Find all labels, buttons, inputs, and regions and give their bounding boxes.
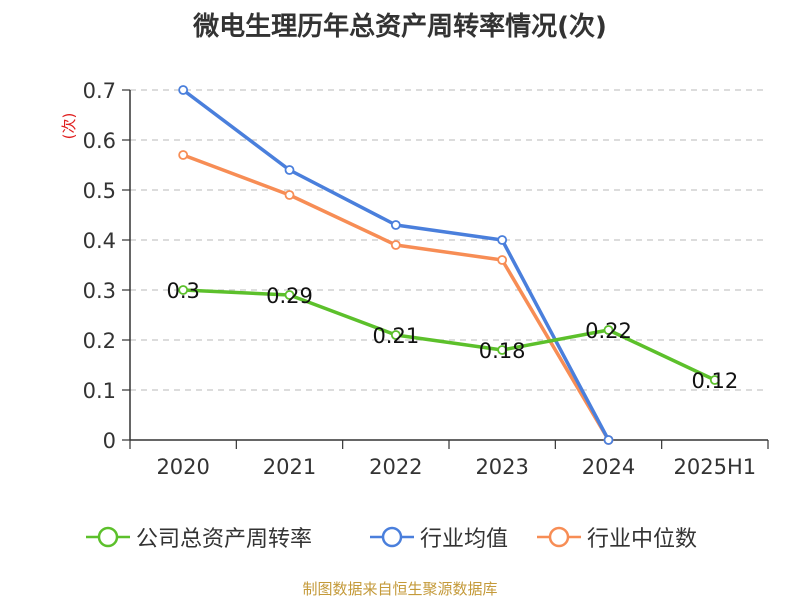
series-lines — [178, 85, 720, 445]
data-point — [497, 345, 508, 355]
y-tick-label: 0 — [103, 429, 116, 453]
x-tick-label: 2020 — [156, 455, 209, 479]
data-point — [709, 375, 720, 385]
data-labels: 0.3 0.29 0.21 0.18 0.22 0.12 — [166, 279, 738, 393]
legend-swatch-icon — [86, 526, 130, 548]
data-point — [497, 235, 508, 245]
data-label: 0.3 — [166, 279, 199, 303]
legend: 公司总资产周转率 行业均值 行业中位数 — [0, 520, 800, 554]
y-tick-label: 0.3 — [83, 279, 116, 303]
data-point — [390, 220, 401, 230]
series-line — [182, 153, 611, 441]
x-tick-label: 2023 — [475, 455, 528, 479]
y-tick-label: 0.1 — [83, 379, 116, 403]
legend-swatch-icon — [370, 526, 414, 548]
legend-label: 公司总资产周转率 — [136, 527, 313, 552]
data-point — [178, 85, 189, 95]
source-note: 制图数据来自恒生聚源数据库 — [302, 580, 498, 598]
legend-item[interactable]: 公司总资产周转率 — [86, 520, 312, 554]
y-tick-label: 0.7 — [83, 79, 116, 103]
series-line — [182, 88, 611, 441]
axes: 0 0.1 0.2 0.3 0.4 0.5 0.6 0.7 (次) 2020 2021 2022 202… — [60, 79, 769, 479]
data-label: 0.21 — [372, 324, 419, 348]
y-tick-label: 0.5 — [83, 179, 116, 203]
data-point — [497, 255, 508, 265]
data-point — [390, 240, 401, 250]
data-point — [603, 435, 614, 445]
data-point — [284, 190, 295, 200]
series-line — [183, 288, 716, 382]
legend-label: 行业均值 — [420, 527, 509, 552]
x-tick-label: 2024 — [582, 455, 635, 479]
legend-label: 行业中位数 — [587, 527, 698, 552]
legend-swatch-icon — [537, 526, 581, 548]
legend-item[interactable]: 行业均值 — [370, 520, 508, 554]
data-point — [284, 165, 295, 175]
gridlines — [130, 89, 768, 391]
x-tick-label: 2022 — [369, 455, 422, 479]
data-label: 0.12 — [691, 369, 738, 393]
y-tick-label: 0.2 — [83, 329, 116, 353]
data-point — [178, 150, 189, 160]
data-point — [390, 330, 401, 340]
y-tick-label: 0.6 — [83, 129, 116, 153]
legend-item[interactable]: 行业中位数 — [537, 520, 697, 554]
data-point — [178, 285, 189, 295]
x-tick-label: 2021 — [263, 455, 316, 479]
data-label: 0.18 — [479, 339, 526, 363]
data-point — [284, 290, 295, 300]
chart-title: 微电生理历年总资产周转率情况(次) — [193, 12, 607, 42]
data-label: 0.29 — [266, 284, 313, 308]
y-tick-label: 0.4 — [83, 229, 116, 253]
x-tick-label: 2025H1 — [674, 455, 757, 479]
data-label: 0.22 — [585, 319, 632, 343]
y-axis-label: (次) — [60, 113, 78, 140]
data-point — [603, 325, 614, 335]
